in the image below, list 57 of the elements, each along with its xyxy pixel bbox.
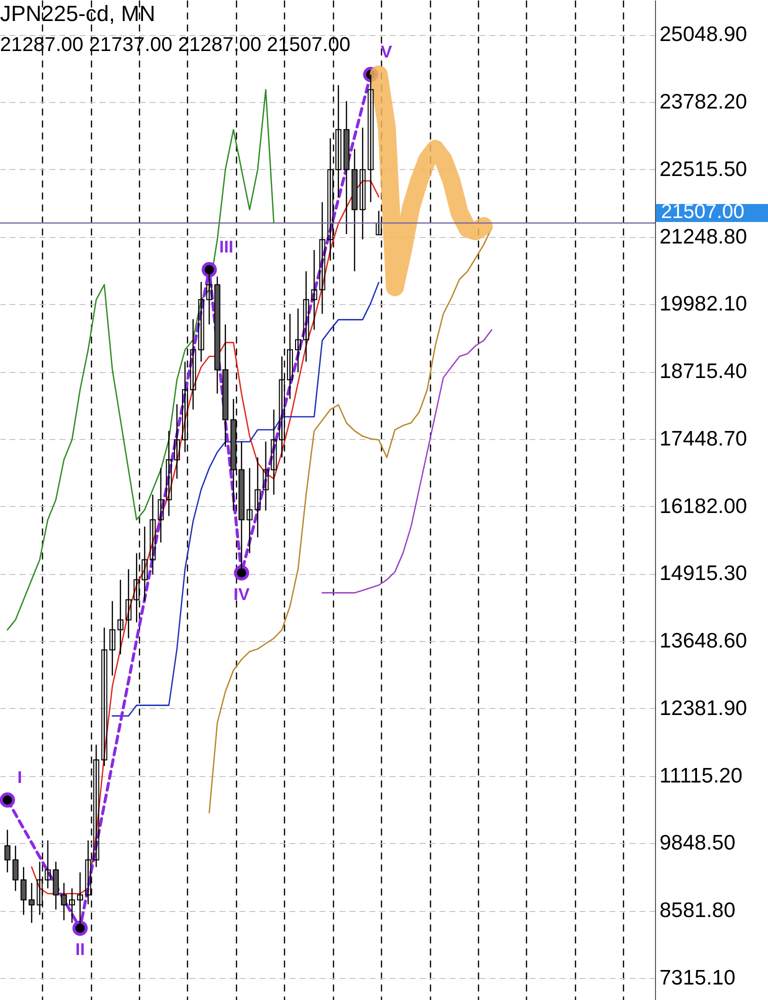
y-tick-label: 21248.80 <box>660 225 748 248</box>
y-tick-label: 23782.20 <box>660 90 748 114</box>
candlestick <box>117 579 124 655</box>
y-tick-label: 12381.90 <box>660 696 748 720</box>
y-tick-label: 8581.80 <box>660 899 736 922</box>
line-series <box>6 88 274 630</box>
candlestick <box>262 440 269 512</box>
candlestick <box>101 627 108 767</box>
candlestick <box>12 845 18 892</box>
y-tick-label: 17448.70 <box>660 427 748 450</box>
candlestick <box>319 202 326 314</box>
candlestick <box>69 888 76 924</box>
y-tick-label: 18715.40 <box>660 360 748 384</box>
candlestick <box>109 600 116 676</box>
data-label: I <box>17 768 22 787</box>
point <box>202 262 217 278</box>
candlestick <box>286 313 293 400</box>
candlestick <box>150 494 156 576</box>
data-label: III <box>219 238 234 257</box>
candlestick <box>246 467 253 554</box>
candlestick <box>270 408 277 496</box>
y-tick-label: 7315.10 <box>660 966 736 990</box>
chart-title: JPN225-cd, MN <box>0 1 156 26</box>
candlestick <box>295 308 302 373</box>
candlestick <box>28 882 35 924</box>
candlestick <box>254 456 261 538</box>
y-tick-label: 25048.90 <box>660 23 748 46</box>
y-tick-label: 11115.20 <box>660 764 742 788</box>
candlestick <box>174 404 180 480</box>
candlestick <box>311 249 318 330</box>
point <box>72 920 88 936</box>
data-label: V <box>380 42 393 62</box>
candlestick <box>4 829 10 873</box>
line-series <box>322 329 492 594</box>
candlestick <box>20 866 27 916</box>
candlestick <box>303 270 310 362</box>
candlestick <box>126 568 132 639</box>
y-tick-label: 9848.50 <box>660 832 736 855</box>
candlestick <box>198 281 204 362</box>
data-label: IV <box>233 584 250 604</box>
line-series <box>112 282 380 717</box>
candlestick <box>158 467 164 544</box>
y-tick-label: 14915.30 <box>660 562 748 586</box>
candlestick <box>360 127 366 240</box>
candlestick <box>60 882 67 921</box>
data-label: II <box>75 940 85 960</box>
ref-line-label: 21507.00 <box>661 201 744 224</box>
point <box>0 792 16 808</box>
candlestick <box>190 318 196 410</box>
text: 21287.00 21737.00 21287.00 21507.00 <box>0 34 350 56</box>
y-tick-label: 16182.00 <box>660 494 748 518</box>
y-tick-label: 13648.60 <box>660 630 748 653</box>
point <box>234 565 250 580</box>
y-tick-label: 19982.10 <box>660 292 748 316</box>
candlestick <box>44 840 51 889</box>
candlestick <box>166 430 172 517</box>
y-tick-label: 22515.50 <box>660 158 748 181</box>
